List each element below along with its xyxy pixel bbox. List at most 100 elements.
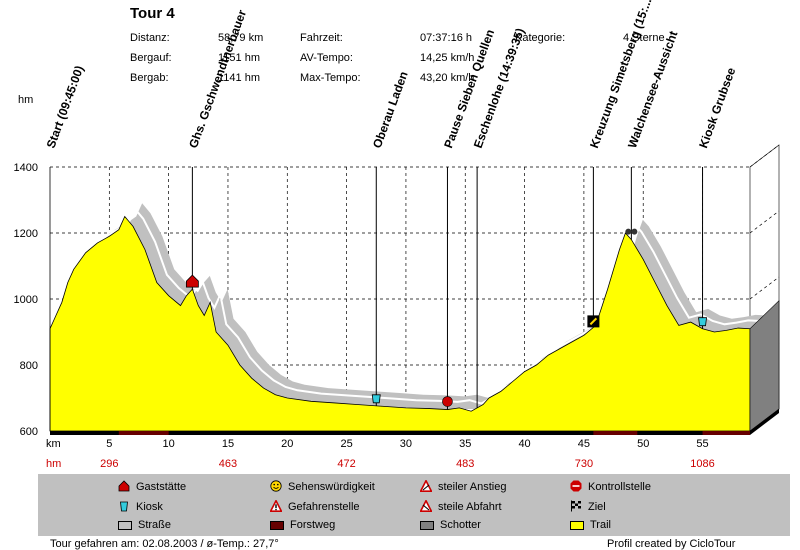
junction-icon xyxy=(587,315,600,328)
stat-label-max-speed: Max-Tempo: xyxy=(300,72,361,84)
legend-item-road: Straße xyxy=(118,519,171,531)
stop-icon xyxy=(570,480,582,492)
legend-label: Straße xyxy=(138,519,172,531)
smiley-icon xyxy=(270,480,282,492)
legend: Gaststätte Sehenswürdigkeit steiler Anst… xyxy=(38,474,790,536)
legend-item-kiosk: Kiosk xyxy=(118,500,163,513)
y-tick-label: 1200 xyxy=(14,228,38,240)
hm-row-label: 730 xyxy=(575,458,593,470)
elevation-profile-chart: 600 800 1000 1200 1400 km 5 10 15 20 25 30 35 40 45 50 5… xyxy=(14,0,780,470)
hm-row-label: 1086 xyxy=(690,458,714,470)
legend-label: steiler Anstieg xyxy=(438,481,507,493)
legend-item-checkpoint: Kontrollstelle xyxy=(570,480,651,493)
hm-row-label: 483 xyxy=(456,458,474,470)
hm-row-label: 296 xyxy=(100,458,118,470)
waypoint-label: Kiosk Grubsee xyxy=(696,65,738,150)
legend-item-sight: Sehenswürdigkeit xyxy=(270,480,375,493)
y-tick-label: 1400 xyxy=(14,162,38,174)
x-tick-label: 20 xyxy=(281,438,293,450)
grid-line-h-depth xyxy=(749,144,780,168)
heart-icon xyxy=(442,396,453,407)
legend-label: Schotter xyxy=(440,519,481,531)
stat-value-max-speed: 43,20 km/h xyxy=(420,72,475,84)
footer-credit: Profil created by CicloTour xyxy=(607,538,736,550)
checkered-flag-icon xyxy=(571,500,581,512)
hm-row-label: 472 xyxy=(337,458,355,470)
warning-triangle-icon xyxy=(420,500,432,512)
stat-label-riding-time: Fahrzeit: xyxy=(300,32,343,44)
trail-area xyxy=(49,215,751,432)
stat-value-ascent: 1151 hm xyxy=(218,52,260,64)
forest-road-segment xyxy=(593,431,638,435)
house-icon xyxy=(118,480,130,492)
cup-shape xyxy=(698,317,707,327)
legend-item-steep-climb: steiler Anstieg xyxy=(420,480,506,493)
waypoint-label: Oberau Laden xyxy=(370,69,411,150)
x-tick-label: 35 xyxy=(459,438,471,450)
hm-row-unit: hm xyxy=(46,458,61,470)
legend-label: Gaststätte xyxy=(136,481,187,493)
x-tick-label: 55 xyxy=(696,438,708,450)
legend-item-danger: Gefahrenstelle xyxy=(270,500,360,513)
legend-label: Kiosk xyxy=(136,501,163,513)
x-axis-bar xyxy=(50,431,750,435)
stat-value-avg-speed: 14,25 km/h xyxy=(420,52,475,64)
stat-value-category: 4 Sterne xyxy=(623,32,665,44)
y-tick-label: 1000 xyxy=(14,294,38,306)
legend-label: Ziel xyxy=(588,501,606,513)
chart-back-top xyxy=(50,145,779,167)
x-tick-label: 15 xyxy=(222,438,234,450)
warning-triangle-icon xyxy=(270,500,282,512)
x-tick-label: 30 xyxy=(400,438,412,450)
stat-label-avg-speed: AV-Tempo: xyxy=(300,52,353,64)
x-tick-label: 45 xyxy=(578,438,590,450)
legend-label: Forstweg xyxy=(290,519,336,531)
legend-item-steep-descent: steile Abfahrt xyxy=(420,500,502,513)
grid-line-h-depth xyxy=(749,276,780,300)
page-title: Tour 4 xyxy=(130,5,175,22)
cup-icon xyxy=(371,394,381,404)
waypoint-label: Start (09:45:00) xyxy=(44,64,87,150)
stat-label-ascent: Bergauf: xyxy=(130,52,172,64)
x-axis-bar-depth xyxy=(750,409,779,435)
x-tick-label: 50 xyxy=(637,438,649,450)
heart-shape xyxy=(442,396,453,407)
road-swatch xyxy=(118,521,132,530)
cup-icon xyxy=(698,317,707,327)
hm-row-label: 463 xyxy=(219,458,237,470)
x-tick-label: 40 xyxy=(518,438,530,450)
x-axis-unit: km xyxy=(46,438,61,450)
footer-ride-info: Tour gefahren am: 02.08.2003 / ø-Temp.: … xyxy=(50,538,279,550)
legend-label: Kontrollstelle xyxy=(588,481,651,493)
road-line xyxy=(59,206,761,405)
stat-label-category: Kategorie: xyxy=(515,32,566,44)
stat-label-distance: Distanz: xyxy=(130,32,170,44)
house-icon xyxy=(185,274,199,288)
binocular-left xyxy=(625,228,632,235)
grid-line-h-depth xyxy=(749,210,780,234)
stat-value-riding-time: 07:37:16 h xyxy=(420,32,472,44)
cup-icon xyxy=(120,501,128,512)
stat-value-distance: 58,79 km xyxy=(218,32,264,44)
x-tick-label: 5 xyxy=(106,438,112,450)
legend-item-forest-road: Forstweg xyxy=(270,519,335,531)
legend-item-finish: Ziel xyxy=(570,500,606,513)
waypoint-label: Ghs. Gschwendtnerbauer xyxy=(186,8,249,150)
x-tick-label: 25 xyxy=(340,438,352,450)
forest-road-segment xyxy=(118,431,169,435)
legend-item-restaurant: Gaststätte xyxy=(118,480,186,493)
y-tick-label: 600 xyxy=(20,426,38,438)
house-shape xyxy=(185,274,199,288)
warning-triangle-icon xyxy=(420,480,432,492)
junction-arrow xyxy=(589,317,598,326)
binocular-right xyxy=(631,228,638,235)
forest-road-swatch xyxy=(270,521,284,530)
y-tick-label: 800 xyxy=(20,360,38,372)
legend-label: Trail xyxy=(590,519,611,531)
x-tick-label: 10 xyxy=(163,438,175,450)
stat-label-descent: Bergab: xyxy=(130,72,169,84)
y-axis-unit: hm xyxy=(18,94,34,106)
forest-road-segment xyxy=(702,431,750,435)
legend-item-trail: Trail xyxy=(570,519,611,531)
legend-label: Sehenswürdigkeit xyxy=(288,481,375,493)
